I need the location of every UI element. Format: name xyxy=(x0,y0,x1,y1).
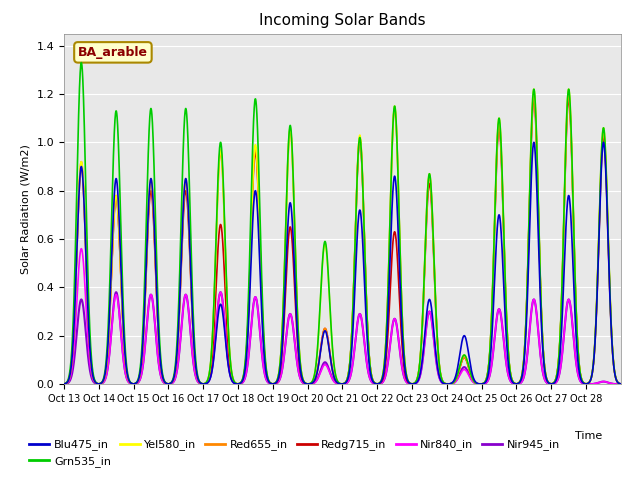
Yel580_in xyxy=(60,381,68,387)
Line: Grn535_in: Grn535_in xyxy=(64,63,621,384)
Red655_in xyxy=(532,119,540,124)
Yel580_in xyxy=(414,374,422,380)
Nir945_in xyxy=(532,304,540,310)
Y-axis label: Solar Radiation (W/m2): Solar Radiation (W/m2) xyxy=(21,144,31,274)
Nir840_in xyxy=(499,325,506,331)
Yel580_in xyxy=(617,381,625,387)
Nir840_in xyxy=(617,381,625,387)
Blu475_in xyxy=(414,378,422,384)
Nir840_in xyxy=(414,378,422,384)
Blu475_in xyxy=(617,381,625,387)
Line: Nir840_in: Nir840_in xyxy=(64,249,621,384)
Redg715_in xyxy=(530,96,538,102)
Red655_in xyxy=(530,91,538,97)
Red655_in xyxy=(611,370,618,376)
Nir945_in xyxy=(617,381,625,387)
Red655_in xyxy=(174,335,182,341)
Blu475_in xyxy=(530,140,538,145)
Nir840_in xyxy=(463,369,471,375)
Legend: Blu475_in, Grn535_in, Yel580_in, Red655_in, Redg715_in, Nir840_in, Nir945_in: Blu475_in, Grn535_in, Yel580_in, Red655_… xyxy=(25,435,564,471)
Redg715_in xyxy=(463,359,470,364)
Yel580_in xyxy=(499,175,506,181)
Blu475_in xyxy=(499,250,506,256)
Blu475_in xyxy=(60,381,68,387)
Redg715_in xyxy=(611,370,618,376)
Grn535_in xyxy=(611,370,618,375)
Nir945_in xyxy=(174,360,182,365)
Nir840_in xyxy=(174,360,182,365)
Nir945_in xyxy=(414,378,422,384)
Red655_in xyxy=(414,374,422,380)
Redg715_in xyxy=(532,123,540,129)
Red655_in xyxy=(499,179,506,185)
Line: Redg715_in: Redg715_in xyxy=(64,99,621,384)
Red655_in xyxy=(463,359,470,364)
Line: Nir945_in: Nir945_in xyxy=(64,292,621,384)
Blu475_in xyxy=(532,162,540,168)
Nir945_in xyxy=(112,289,120,295)
Redg715_in xyxy=(617,381,625,387)
Blu475_in xyxy=(611,371,618,376)
Red655_in xyxy=(60,381,68,387)
Title: Incoming Solar Bands: Incoming Solar Bands xyxy=(259,13,426,28)
Yel580_in xyxy=(611,370,618,375)
Grn535_in xyxy=(617,381,625,387)
Yel580_in xyxy=(530,86,538,92)
Yel580_in xyxy=(174,335,182,340)
Text: Time: Time xyxy=(575,431,602,441)
Nir945_in xyxy=(611,381,618,387)
Line: Yel580_in: Yel580_in xyxy=(64,89,621,384)
Grn535_in xyxy=(463,357,471,363)
Nir840_in xyxy=(611,381,618,387)
Redg715_in xyxy=(499,183,506,189)
Nir840_in xyxy=(77,246,85,252)
Grn535_in xyxy=(60,381,68,387)
Nir840_in xyxy=(532,304,540,310)
Grn535_in xyxy=(532,114,540,120)
Grn535_in xyxy=(414,373,422,379)
Yel580_in xyxy=(532,114,540,120)
Text: BA_arable: BA_arable xyxy=(78,46,148,59)
Nir945_in xyxy=(463,367,471,373)
Nir945_in xyxy=(60,381,68,387)
Redg715_in xyxy=(174,337,182,343)
Blu475_in xyxy=(463,340,470,346)
Blu475_in xyxy=(174,335,182,340)
Red655_in xyxy=(617,381,625,387)
Grn535_in xyxy=(499,181,506,187)
Line: Red655_in: Red655_in xyxy=(64,94,621,384)
Redg715_in xyxy=(414,374,422,380)
Redg715_in xyxy=(60,381,68,387)
Grn535_in xyxy=(77,60,85,66)
Line: Blu475_in: Blu475_in xyxy=(64,143,621,384)
Nir945_in xyxy=(499,325,506,331)
Yel580_in xyxy=(463,356,470,362)
Grn535_in xyxy=(174,314,182,320)
Nir840_in xyxy=(60,381,68,387)
